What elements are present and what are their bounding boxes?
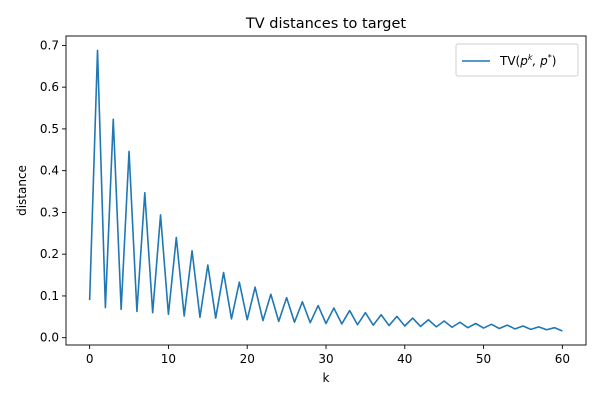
x-tick-label: 50 (476, 352, 491, 366)
legend-entry: TV(pk, p*) (499, 53, 556, 68)
x-axis-label: k (323, 371, 330, 385)
legend-entry-math-p: p (519, 54, 528, 68)
x-tick-label: 60 (555, 352, 570, 366)
legend-entry-sup-star: * (548, 53, 552, 62)
y-tick-label: 0.5 (40, 122, 59, 136)
legend-entry-suffix: ) (552, 54, 557, 68)
x-tick-label: 20 (240, 352, 255, 366)
series-line (88, 49, 563, 332)
y-tick-label: 0.1 (40, 289, 59, 303)
y-axis-label: distance (15, 165, 29, 216)
y-tick-label: 0.6 (40, 80, 59, 94)
x-tick-label: 40 (397, 352, 412, 366)
x-axis: 0 10 20 30 40 50 60 (86, 345, 570, 366)
x-tick-label: 10 (161, 352, 176, 366)
legend-box (455, 43, 579, 77)
x-tick-label: 0 (86, 352, 94, 366)
chart-title: TV distances to target (245, 16, 407, 32)
y-tick-label: 0.4 (40, 164, 59, 178)
legend-entry-mid: , p (533, 54, 549, 68)
x-tick-label: 30 (318, 352, 333, 366)
legend-entry-prefix: TV( (499, 54, 520, 68)
y-tick-label: 0.7 (40, 38, 59, 52)
legend-entry-sup-k: k (528, 53, 533, 62)
y-axis: 0.0 0.1 0.2 0.3 0.4 0.5 0.6 0.7 (40, 38, 66, 345)
y-tick-label: 0.0 (40, 331, 59, 345)
y-tick-label: 0.3 (40, 205, 59, 219)
y-tick-label: 0.2 (40, 247, 59, 261)
legend: TV(pk, p*) (455, 43, 579, 77)
